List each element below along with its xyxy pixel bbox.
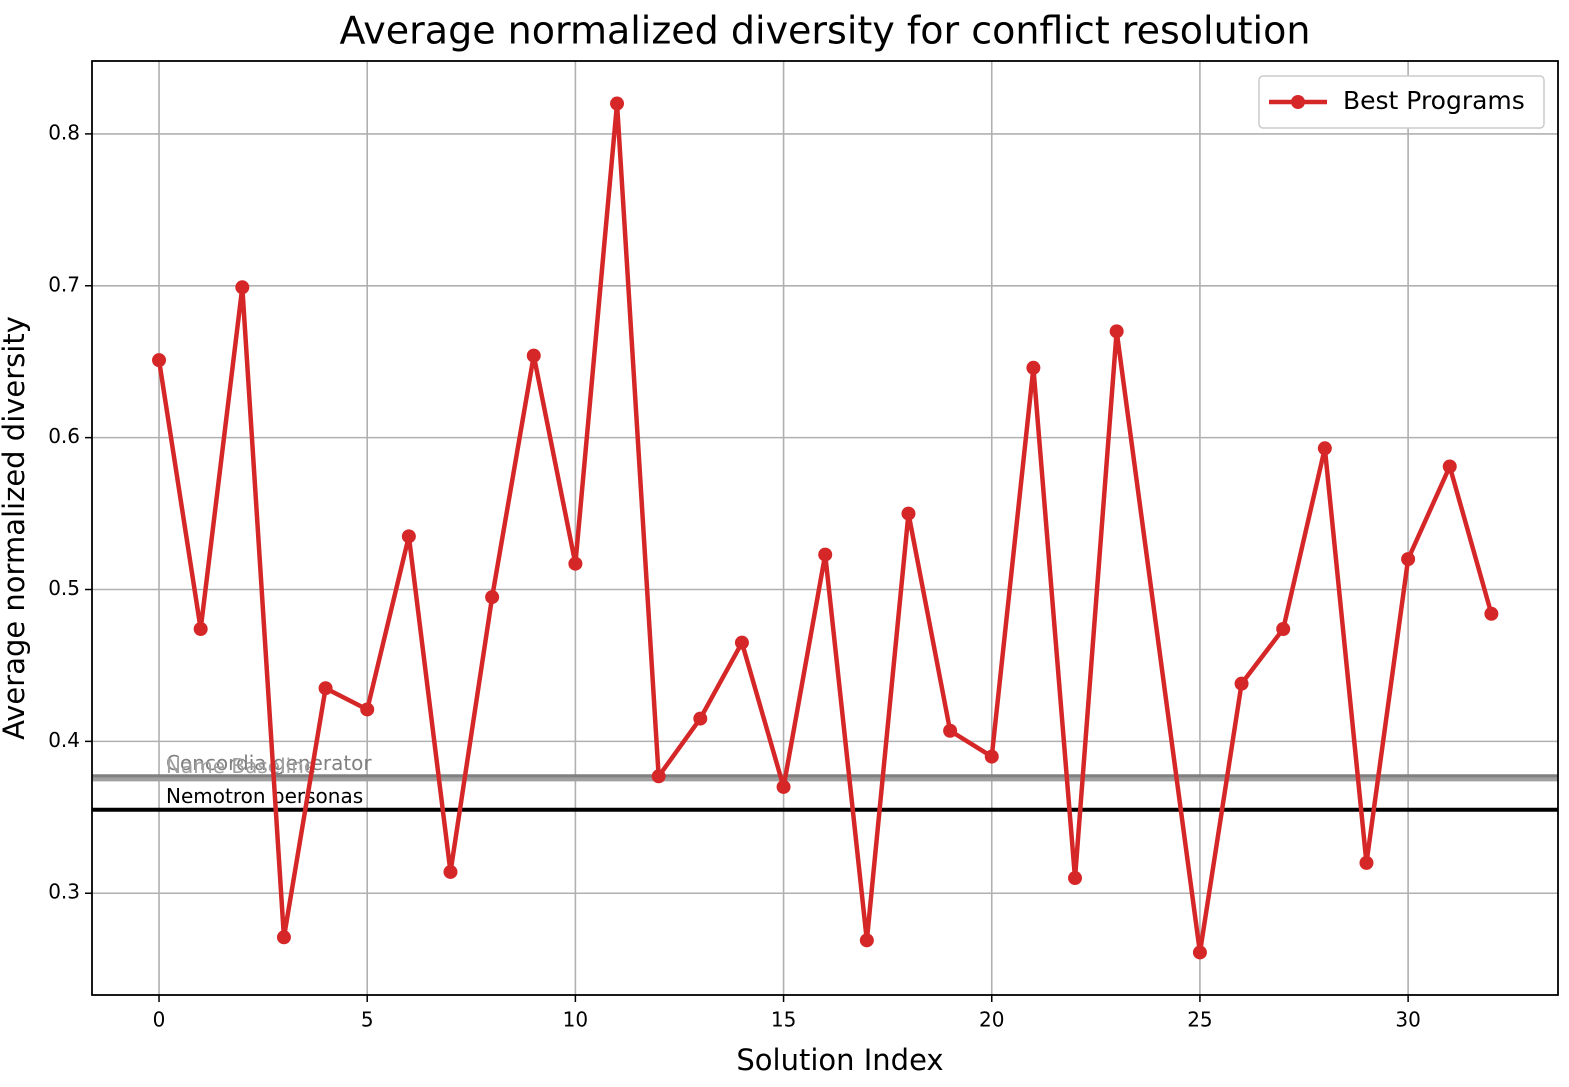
data-point	[276, 930, 291, 945]
data-line	[156, 101, 1494, 955]
y-tick-label: 0.3	[48, 880, 80, 904]
reference-label: Nemotron personas	[166, 784, 363, 808]
legend-box	[1258, 75, 1545, 129]
data-point	[360, 702, 375, 717]
data-point	[693, 711, 708, 726]
x-tick-label: 10	[563, 1008, 588, 1032]
legend: Best Programs	[1258, 75, 1545, 129]
data-point	[401, 529, 416, 544]
data-point	[193, 621, 208, 636]
x-tick-label: 0	[153, 1008, 166, 1032]
y-tick-label: 0.7	[48, 272, 80, 296]
y-tick-label: 0.6	[48, 424, 80, 448]
y-axis-label: Average normalized diversity	[0, 316, 31, 740]
data-point	[318, 681, 333, 696]
data-point	[1276, 621, 1291, 636]
data-point	[1068, 871, 1083, 886]
chart-title: Average normalized diversity for conflic…	[340, 9, 1311, 53]
data-point	[485, 590, 500, 605]
data-point	[568, 556, 583, 571]
data-point	[1359, 855, 1374, 870]
data-point	[1317, 441, 1332, 456]
y-tick-label: 0.8	[48, 120, 80, 144]
plot-frame	[91, 60, 1559, 996]
data-point	[1484, 606, 1499, 621]
data-point	[1401, 552, 1416, 567]
reference-label: Concordia generator	[166, 751, 372, 775]
x-tick-label: 15	[771, 1008, 796, 1032]
x-tick-label: 25	[1187, 1008, 1212, 1032]
data-point	[984, 749, 999, 764]
data-point	[1442, 459, 1457, 474]
data-point	[901, 506, 916, 521]
y-tick-label: 0.5	[48, 576, 80, 600]
data-point	[818, 547, 833, 562]
data-point	[1026, 360, 1041, 375]
data-point	[235, 280, 250, 295]
data-point	[443, 864, 458, 879]
data-point	[859, 933, 874, 948]
x-tick-label: 30	[1395, 1008, 1420, 1032]
x-tick-label: 5	[361, 1008, 374, 1032]
legend-label: Best Programs	[1343, 86, 1525, 115]
data-point	[1192, 945, 1207, 960]
data-point	[526, 348, 541, 363]
y-tick-label: 0.4	[48, 728, 80, 752]
data-point	[610, 96, 625, 111]
legend-marker	[1291, 95, 1305, 109]
x-axis-label: Solution Index	[736, 1043, 943, 1077]
data-point	[943, 723, 958, 738]
data-point	[776, 779, 791, 794]
data-point	[152, 353, 167, 368]
data-point	[1234, 676, 1249, 691]
data-point	[1109, 324, 1124, 339]
reference-label: Name Baseline	[166, 754, 316, 778]
x-tick-label: 20	[979, 1008, 1004, 1032]
data-point	[651, 769, 666, 784]
data-point	[734, 635, 749, 650]
